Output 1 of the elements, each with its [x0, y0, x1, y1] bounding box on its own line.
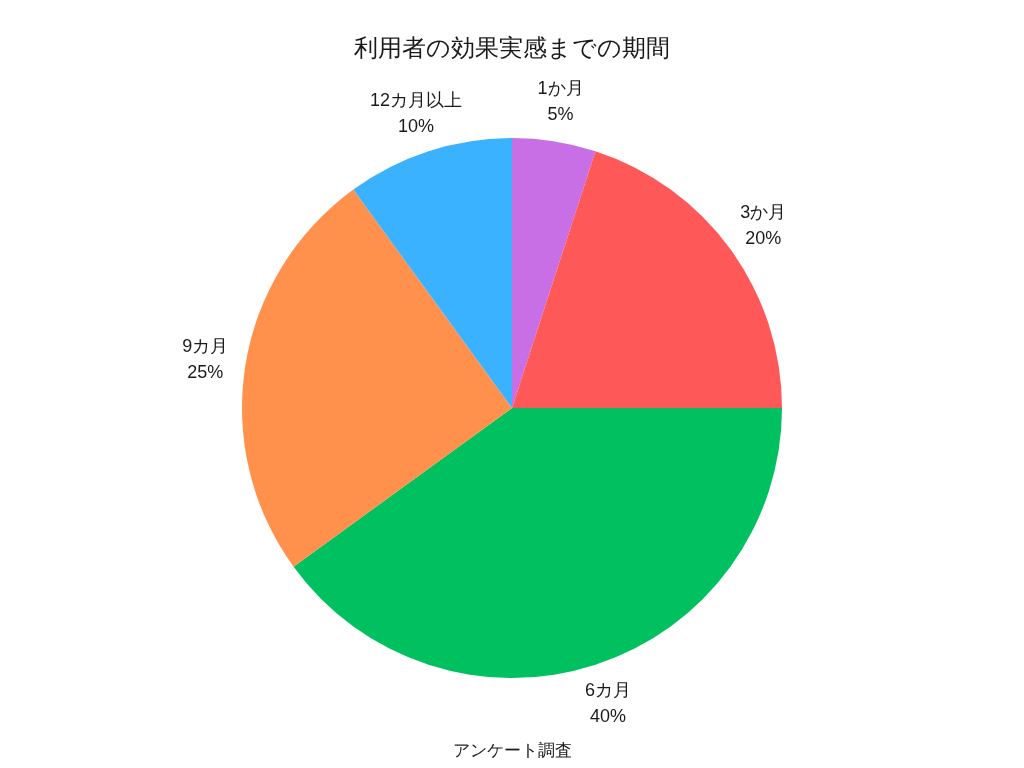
title: 利用者の効果実感までの期間 [354, 33, 670, 61]
